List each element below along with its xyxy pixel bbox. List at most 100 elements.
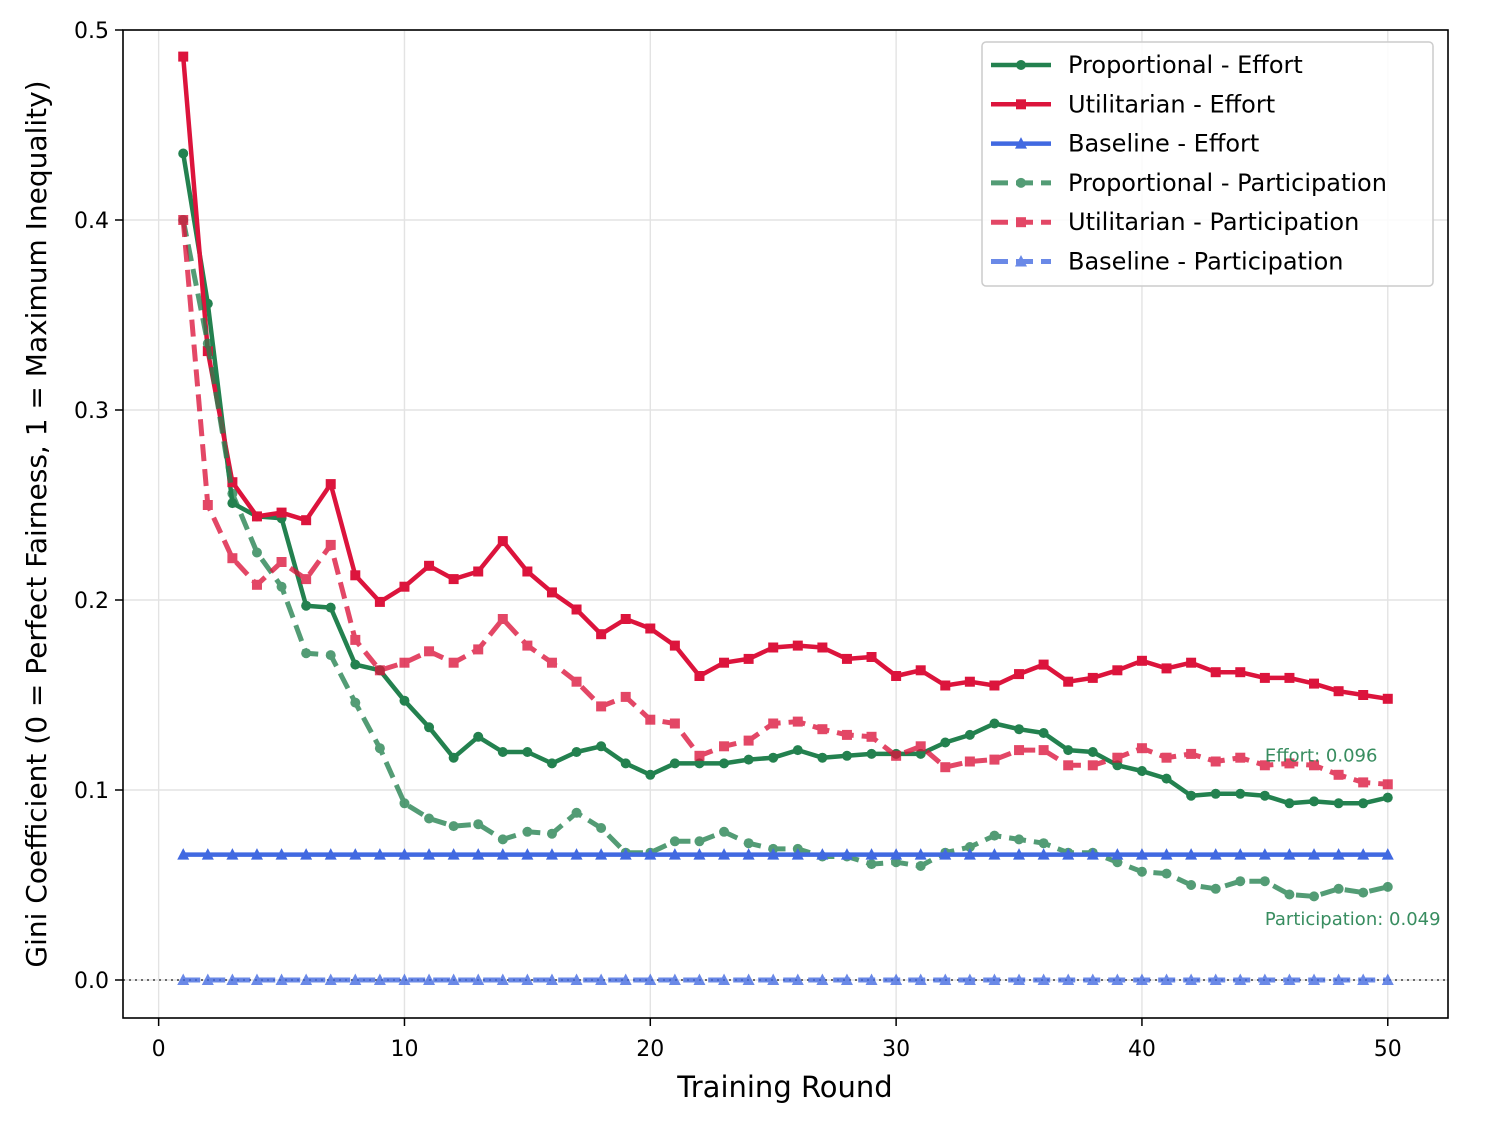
data-point-proportional-effort: [915, 748, 926, 759]
legend-entry-utilitarian-effort: [991, 99, 1051, 110]
data-point-baseline-participation: [914, 973, 927, 985]
legend-entry-baseline-participation: [991, 255, 1051, 267]
data-point-baseline-effort: [1381, 848, 1394, 860]
data-point-utilitarian-participation: [1235, 752, 1246, 763]
data-point-baseline-participation: [840, 973, 853, 985]
data-point-utilitarian-effort: [1136, 655, 1147, 666]
data-point-baseline-participation: [177, 973, 190, 985]
data-point-proportional-effort: [350, 659, 361, 670]
data-point-utilitarian-effort: [694, 671, 705, 681]
data-point-baseline-participation: [595, 973, 608, 985]
data-point-utilitarian-effort: [1112, 665, 1123, 676]
data-point-utilitarian-effort: [276, 507, 287, 518]
data-point-baseline-effort: [1185, 848, 1198, 860]
data-point-utilitarian-participation: [1259, 760, 1270, 771]
data-point-baseline-effort: [447, 848, 460, 860]
data-point-proportional-participation: [1186, 880, 1197, 890]
data-point-utilitarian-participation: [669, 718, 680, 729]
data-point-utilitarian-effort: [1235, 667, 1246, 678]
data-point-utilitarian-participation: [178, 215, 189, 225]
data-point-proportional-participation: [251, 547, 262, 558]
y-tick-label: 0.1: [74, 779, 109, 804]
data-point-baseline-effort: [890, 848, 903, 860]
data-point-utilitarian-participation: [473, 644, 484, 655]
data-point-utilitarian-participation: [1186, 748, 1197, 759]
data-point-baseline-effort: [963, 848, 976, 860]
data-point-proportional-effort: [841, 750, 852, 761]
x-axis-label: Training Round: [676, 1070, 892, 1104]
data-point-baseline-participation: [890, 973, 903, 985]
data-point-baseline-participation: [1160, 973, 1173, 985]
data-point-utilitarian-participation: [1136, 743, 1147, 754]
data-point-baseline-participation: [1381, 973, 1394, 985]
data-point-utilitarian-effort: [915, 665, 926, 676]
data-point-utilitarian-participation: [202, 500, 213, 510]
y-tick-label: 0.5: [74, 19, 109, 44]
data-point-proportional-effort: [1161, 773, 1172, 784]
legend-marker: [1016, 217, 1026, 228]
data-point-utilitarian-participation: [1333, 769, 1344, 780]
y-axis-ticks: 0.0 0.1 0.2 0.3 0.4 0.5: [74, 19, 123, 994]
data-point-utilitarian-participation: [1112, 752, 1123, 763]
data-point-baseline-participation: [1111, 973, 1124, 985]
data-point-baseline-effort: [1332, 848, 1345, 860]
data-point-baseline-effort: [914, 848, 927, 860]
data-point-utilitarian-participation: [940, 762, 951, 773]
data-point-utilitarian-effort: [1161, 663, 1172, 674]
data-point-baseline-effort: [472, 848, 485, 860]
data-point-proportional-effort: [325, 602, 336, 613]
data-point-proportional-participation: [964, 842, 975, 852]
data-point-baseline-participation: [1332, 973, 1345, 985]
data-point-baseline-participation: [447, 973, 460, 985]
data-point-utilitarian-effort: [1333, 686, 1344, 697]
data-point-baseline-participation: [1037, 973, 1050, 985]
series-line-utilitarian-participation: [180, 219, 1388, 787]
data-point-baseline-effort: [644, 848, 657, 860]
data-point-utilitarian-effort: [940, 680, 951, 691]
data-point-utilitarian-participation: [989, 754, 1000, 765]
data-point-proportional-effort: [1014, 724, 1025, 735]
series-utilitarian-participation: [178, 215, 1393, 790]
data-point-utilitarian-effort: [1186, 657, 1197, 668]
data-point-proportional-participation: [473, 819, 484, 830]
legend-label: Utilitarian - Effort: [1068, 90, 1275, 118]
data-point-utilitarian-effort: [571, 604, 582, 615]
legend-label: Baseline - Effort: [1068, 130, 1259, 158]
data-point-baseline-participation: [718, 973, 731, 985]
data-point-proportional-effort: [1382, 792, 1393, 803]
data-point-baseline-effort: [300, 848, 313, 860]
legend-marker: [1016, 99, 1026, 110]
data-point-proportional-participation: [1284, 889, 1295, 900]
data-point-utilitarian-effort: [743, 653, 754, 664]
data-point-baseline-effort: [545, 848, 558, 860]
data-point-proportional-participation: [1014, 834, 1025, 845]
data-point-proportional-participation: [374, 743, 385, 754]
data-point-utilitarian-effort: [374, 596, 385, 607]
data-point-utilitarian-participation: [817, 724, 828, 735]
data-point-utilitarian-effort: [989, 680, 1000, 691]
data-point-utilitarian-participation: [497, 614, 508, 624]
data-point-baseline-participation: [545, 973, 558, 985]
series-group: [177, 51, 1394, 985]
data-point-proportional-effort: [866, 748, 877, 759]
data-point-baseline-effort: [619, 848, 632, 860]
data-point-utilitarian-effort: [497, 536, 508, 547]
x-tick-label: 0: [152, 1037, 166, 1062]
data-point-proportional-participation: [1210, 883, 1221, 894]
y-tick-label: 0.2: [74, 589, 109, 614]
data-point-utilitarian-effort: [424, 560, 435, 571]
data-point-utilitarian-effort: [669, 640, 680, 651]
data-point-utilitarian-participation: [1284, 758, 1295, 769]
data-point-baseline-effort: [718, 848, 731, 860]
data-point-proportional-participation: [596, 823, 607, 833]
x-tick-label: 20: [636, 1037, 664, 1062]
data-point-proportional-participation: [546, 828, 557, 839]
data-point-proportional-participation: [1161, 868, 1172, 879]
data-point-baseline-participation: [1135, 973, 1148, 985]
data-point-baseline-participation: [226, 973, 239, 985]
data-point-utilitarian-effort: [546, 587, 557, 598]
data-point-utilitarian-participation: [915, 741, 926, 752]
data-point-baseline-effort: [1160, 848, 1173, 860]
data-point-proportional-participation: [891, 857, 902, 868]
data-point-baseline-participation: [1283, 973, 1296, 985]
